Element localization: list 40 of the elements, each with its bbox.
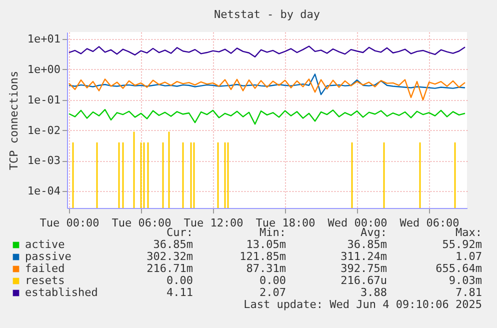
line-series xyxy=(68,78,466,100)
text: 9.03m xyxy=(448,274,482,287)
line-series xyxy=(68,74,466,96)
y-tick-label: 1e-04 xyxy=(27,184,61,198)
y-tick-label: 1e-01 xyxy=(27,93,60,106)
line-series xyxy=(68,108,466,125)
text: 0.00 xyxy=(260,274,286,287)
text: 302.32m xyxy=(146,250,194,263)
text: 311.24m xyxy=(340,250,388,263)
y-tick-label: 1e+01 xyxy=(27,32,60,46)
text: 55.92m xyxy=(442,238,482,251)
text: 3.88 xyxy=(360,286,387,299)
legend-label: failed xyxy=(25,262,65,275)
text: 36.85m xyxy=(347,238,388,251)
text: Min: xyxy=(260,226,286,239)
y-tick-label: 1e-03 xyxy=(27,154,60,168)
line-series xyxy=(68,46,466,58)
text: 87.31m xyxy=(246,262,286,275)
text: 121.85m xyxy=(240,250,286,263)
text: 1.07 xyxy=(456,250,482,263)
text: 216.67u xyxy=(340,274,387,287)
legend-label: passive xyxy=(25,250,72,263)
text: 7.81 xyxy=(456,286,482,299)
text: 392.75m xyxy=(340,262,388,275)
chart-title: Netstat - by day xyxy=(214,8,320,21)
text: 216.71m xyxy=(146,262,194,275)
y-tick-label: 1e-02 xyxy=(27,124,60,137)
y-tick-label: 1e+00 xyxy=(27,62,60,76)
text: 4.11 xyxy=(166,286,193,299)
text: 36.85m xyxy=(153,238,194,251)
legend-label: established xyxy=(25,286,98,299)
text: 655.64m xyxy=(436,262,482,275)
legend-label: active xyxy=(25,238,65,251)
text: 13.05m xyxy=(246,238,286,251)
y-axis-title: TCP connections xyxy=(7,70,20,170)
text: 0.00 xyxy=(166,274,193,287)
legend-label: resets xyxy=(25,274,65,287)
text: Last update: Wed Jun 4 09:10:06 2025 xyxy=(244,298,482,311)
x-tick-label: Tue 00:00 xyxy=(40,216,100,230)
text: 2.07 xyxy=(260,286,286,299)
